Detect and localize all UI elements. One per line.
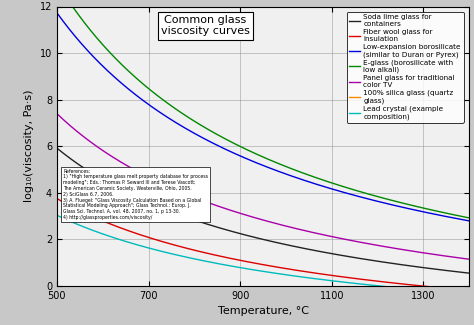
Text: Common glass
viscosity curves: Common glass viscosity curves — [161, 15, 250, 36]
Text: References:
1) "High temperature glass melt property database for process
modeli: References: 1) "High temperature glass m… — [63, 169, 208, 220]
X-axis label: Temperature, °C: Temperature, °C — [218, 306, 309, 317]
Y-axis label: log₁₀(viscosity, Pa·s): log₁₀(viscosity, Pa·s) — [24, 90, 34, 202]
Legend: Soda lime glass for
containers, Fiber wool glass for
insulation, Low-expansion b: Soda lime glass for containers, Fiber wo… — [346, 11, 464, 123]
